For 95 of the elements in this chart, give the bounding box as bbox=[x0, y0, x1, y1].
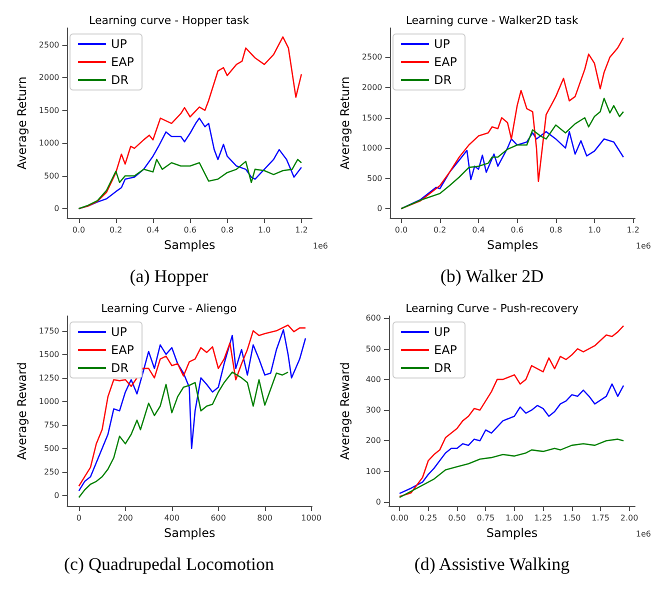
legend-label: EAP bbox=[111, 55, 134, 69]
x-axis-title: Samples bbox=[487, 238, 538, 252]
line-series bbox=[400, 131, 624, 210]
y-tick-label: 2000 bbox=[362, 82, 382, 92]
y-axis-title: Average Return bbox=[338, 76, 352, 170]
x-tick-label: 0.8 bbox=[549, 226, 562, 234]
x-tick-label: 0.8 bbox=[220, 226, 234, 234]
x-axis-title: Samples bbox=[164, 526, 216, 540]
line-series bbox=[398, 383, 624, 494]
legend-label: EAP bbox=[111, 343, 134, 357]
x-axis-title: Samples bbox=[486, 526, 538, 540]
line-series bbox=[398, 438, 624, 498]
text: (a) Hopper bbox=[128, 266, 210, 287]
y-tick-label: 2000 bbox=[38, 73, 60, 82]
x-tick-label: 1.2 bbox=[626, 226, 640, 234]
line-series bbox=[78, 372, 289, 498]
y-tick-label: 600 bbox=[366, 314, 381, 323]
chart-title: Learning Curve - Push-recovery bbox=[406, 302, 579, 315]
x-tick-label: 1.50 bbox=[562, 514, 581, 522]
y-tick-label: 1250 bbox=[38, 373, 60, 382]
x-tick-label: 1.0 bbox=[258, 226, 271, 234]
y-tick-label: 300 bbox=[366, 406, 381, 415]
y-tick-label: 2500 bbox=[38, 40, 60, 50]
x-tick-label: 1.25 bbox=[534, 514, 552, 522]
x-tick-label: 2.00 bbox=[620, 514, 638, 522]
x-tick-label: 0.2 bbox=[110, 226, 122, 234]
x-tick-label: 0.6 bbox=[184, 226, 196, 234]
legend-label: EAP bbox=[434, 55, 458, 69]
y-tick-label: 500 bbox=[366, 344, 381, 354]
y-tick-label: 1500 bbox=[38, 350, 60, 359]
y-tick-label: 500 bbox=[44, 444, 60, 453]
x-tick-label: 1.2 bbox=[295, 226, 308, 234]
x-tick-label: 0.6 bbox=[510, 226, 524, 234]
y-tick-label: 1000 bbox=[38, 138, 60, 148]
y-tick-label: 750 bbox=[44, 420, 60, 430]
x-tick-label: 600 bbox=[210, 514, 226, 522]
y-tick-label: 1750 bbox=[38, 326, 60, 336]
legend-label: UP bbox=[434, 37, 450, 51]
text: (d) Assistive Walking bbox=[413, 554, 571, 575]
x-tick-label: 1.0 bbox=[588, 226, 601, 234]
y-tick-label: 500 bbox=[44, 171, 60, 180]
y-tick-label: 100 bbox=[366, 466, 381, 476]
x-tick-label: 1000 bbox=[301, 514, 322, 522]
line-series bbox=[400, 37, 624, 210]
line-series bbox=[398, 325, 624, 498]
x-tick-label: 0.2 bbox=[434, 226, 446, 234]
x-tick-label: 400 bbox=[164, 514, 180, 522]
x-tick-label: 0.0 bbox=[72, 226, 86, 234]
y-tick-label: 500 bbox=[366, 174, 382, 183]
x-tick-label: 0.4 bbox=[472, 226, 485, 234]
x-tick-label: 1.75 bbox=[592, 514, 610, 522]
text: 1e6 bbox=[312, 242, 328, 250]
y-tick-label: 200 bbox=[366, 436, 381, 446]
y-tick-label: 2500 bbox=[362, 52, 382, 62]
legend-label: DR bbox=[434, 361, 452, 375]
x-tick-label: 0.0 bbox=[394, 226, 408, 234]
x-tick-label: 0.00 bbox=[390, 514, 408, 522]
line-series bbox=[400, 98, 624, 210]
text: (b) Walker 2D bbox=[439, 266, 545, 287]
legend-label: EAP bbox=[434, 343, 458, 357]
legend-label: UP bbox=[111, 325, 128, 339]
y-tick-label: 0 bbox=[376, 498, 381, 507]
legend-label: DR bbox=[111, 73, 129, 87]
chart-title: Learning curve - Hopper task bbox=[89, 14, 250, 27]
legend-label: UP bbox=[111, 37, 128, 51]
x-tick-label: 1.00 bbox=[506, 514, 524, 522]
y-axis-title: Average Reward bbox=[15, 362, 29, 460]
x-tick-label: 0.75 bbox=[476, 514, 495, 522]
legend-label: DR bbox=[111, 361, 129, 375]
x-tick-label: 0.25 bbox=[419, 514, 438, 522]
y-tick-label: 0 bbox=[377, 204, 382, 214]
y-tick-label: 0 bbox=[54, 491, 60, 500]
y-tick-label: 0 bbox=[54, 204, 60, 214]
legend-label: DR bbox=[434, 73, 452, 87]
legend-label: UP bbox=[434, 325, 450, 339]
y-tick-label: 1000 bbox=[38, 396, 60, 406]
y-tick-label: 1500 bbox=[38, 106, 60, 115]
text: (c) Quadrupedal Locomotion bbox=[63, 554, 275, 575]
chart-title: Learning Curve - Aliengo bbox=[101, 302, 238, 315]
y-tick-label: 400 bbox=[366, 374, 381, 384]
x-tick-label: 0 bbox=[76, 514, 82, 522]
chart-title: Learning curve - Walker2D task bbox=[406, 14, 579, 27]
text: 1e6 bbox=[636, 530, 652, 538]
y-axis-title: Average Return bbox=[15, 76, 29, 170]
line-series bbox=[78, 158, 302, 210]
x-tick-label: 0.50 bbox=[448, 514, 466, 522]
text: 1e6 bbox=[636, 242, 652, 250]
y-tick-label: 1500 bbox=[362, 113, 382, 122]
x-tick-label: 0.4 bbox=[146, 226, 160, 234]
y-axis-title: Average Reward bbox=[338, 362, 352, 460]
x-tick-label: 200 bbox=[118, 514, 134, 522]
x-tick-label: 800 bbox=[257, 514, 272, 522]
y-tick-label: 1000 bbox=[362, 144, 382, 153]
x-axis-title: Samples bbox=[164, 238, 216, 252]
y-tick-label: 250 bbox=[44, 468, 60, 477]
